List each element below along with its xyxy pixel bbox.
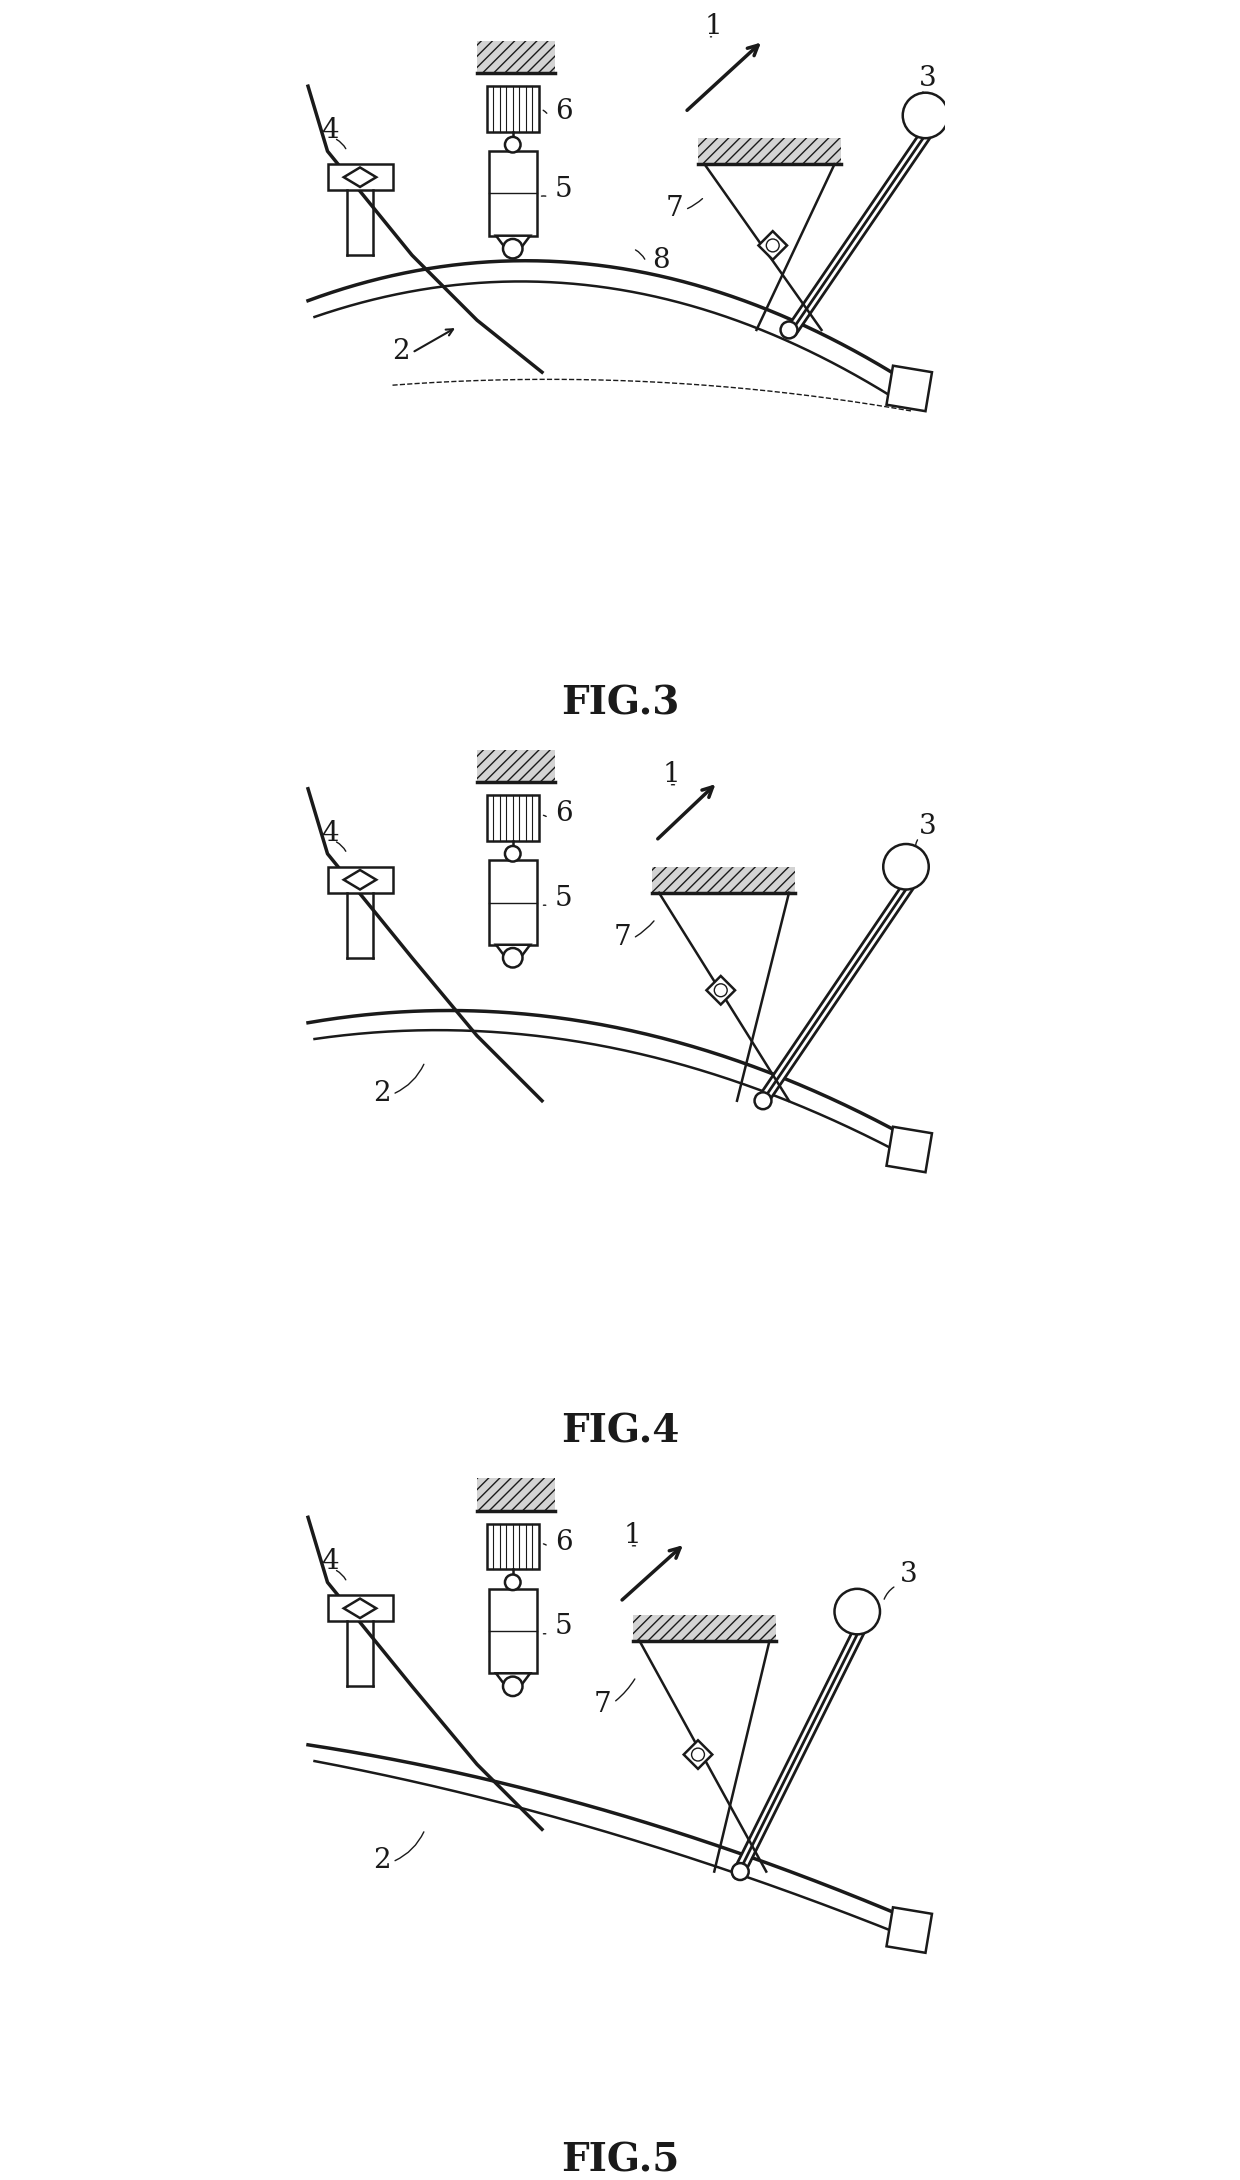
Polygon shape — [887, 1127, 932, 1173]
Polygon shape — [683, 1740, 712, 1768]
Polygon shape — [327, 868, 393, 894]
Bar — [652, 868, 796, 894]
Circle shape — [503, 1676, 522, 1696]
Circle shape — [692, 1748, 704, 1761]
Circle shape — [732, 1864, 749, 1879]
Text: 4: 4 — [321, 1548, 339, 1576]
Bar — [489, 1589, 537, 1674]
Polygon shape — [887, 1908, 932, 1953]
Text: 5: 5 — [556, 885, 573, 911]
Bar — [489, 150, 537, 235]
Polygon shape — [887, 366, 932, 412]
Text: 7: 7 — [594, 1692, 611, 1718]
Text: 3: 3 — [899, 1561, 918, 1589]
Text: 2: 2 — [373, 1079, 391, 1107]
Text: 6: 6 — [556, 98, 573, 124]
Circle shape — [766, 240, 779, 253]
Text: FIG.3: FIG.3 — [560, 685, 680, 722]
Circle shape — [503, 948, 522, 968]
Circle shape — [883, 844, 929, 889]
Text: 5: 5 — [556, 1613, 573, 1639]
Text: 5: 5 — [556, 177, 573, 203]
Polygon shape — [343, 870, 376, 889]
Polygon shape — [343, 168, 376, 187]
Bar — [632, 1615, 776, 1642]
Text: 6: 6 — [556, 1528, 573, 1557]
Polygon shape — [496, 944, 531, 957]
Bar — [477, 41, 556, 74]
Circle shape — [505, 137, 521, 153]
Text: 7: 7 — [666, 196, 683, 222]
Bar — [487, 796, 538, 841]
Bar — [487, 87, 538, 131]
Polygon shape — [496, 1674, 531, 1687]
Bar — [698, 137, 841, 164]
Circle shape — [755, 1092, 771, 1110]
Polygon shape — [759, 231, 787, 259]
Text: 6: 6 — [556, 800, 573, 826]
Text: 3: 3 — [919, 813, 936, 839]
Text: 3: 3 — [919, 65, 936, 92]
Text: 4: 4 — [321, 118, 339, 144]
Text: 2: 2 — [373, 1846, 391, 1875]
Text: 4: 4 — [321, 820, 339, 846]
Bar — [487, 1524, 538, 1570]
Polygon shape — [496, 235, 531, 249]
Text: 1: 1 — [624, 1522, 641, 1550]
Polygon shape — [343, 1598, 376, 1618]
Circle shape — [505, 846, 521, 861]
Text: FIG.4: FIG.4 — [560, 1413, 680, 1450]
Circle shape — [835, 1589, 880, 1635]
Text: 2: 2 — [393, 338, 410, 366]
Circle shape — [505, 1574, 521, 1589]
Text: 8: 8 — [652, 246, 670, 275]
Text: 7: 7 — [614, 924, 631, 950]
Polygon shape — [327, 1596, 393, 1622]
Circle shape — [903, 94, 949, 137]
Text: 1: 1 — [704, 13, 722, 39]
Bar — [489, 861, 537, 944]
Bar — [477, 750, 556, 783]
Circle shape — [780, 320, 797, 338]
Text: FIG.5: FIG.5 — [560, 2141, 680, 2180]
Polygon shape — [707, 977, 735, 1005]
Circle shape — [714, 983, 727, 996]
Polygon shape — [327, 164, 393, 190]
Circle shape — [503, 240, 522, 259]
Text: 1: 1 — [662, 761, 680, 789]
Bar — [477, 1478, 556, 1511]
